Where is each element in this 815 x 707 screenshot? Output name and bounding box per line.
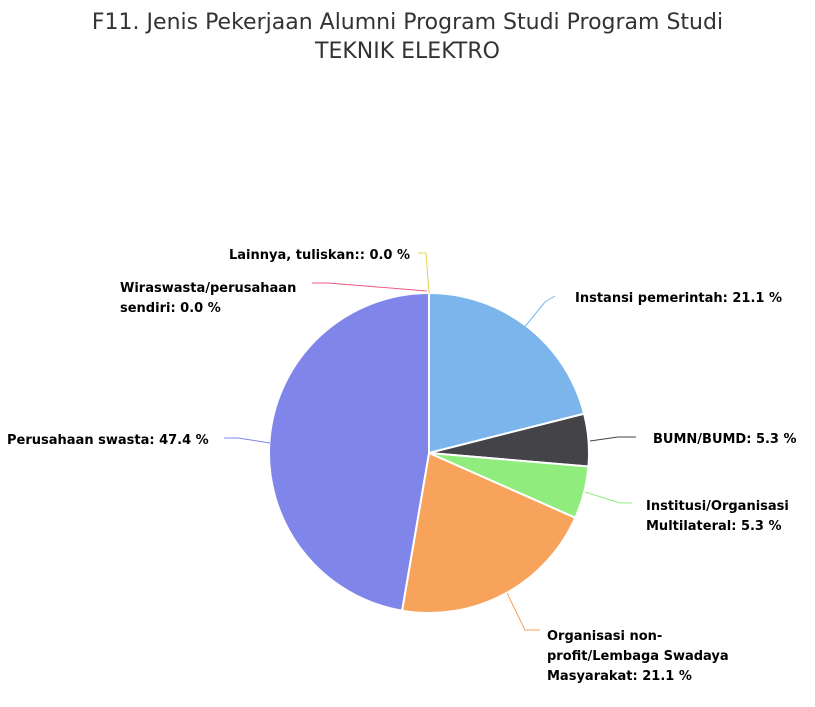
data-label-perusahaan-swasta: Perusahaan swasta: 47.4 %: [7, 433, 209, 448]
pie-slice-organisasi-non-profit-lembaga-swadaya-masyarakat[interactable]: [401, 452, 577, 614]
data-label-lainnya-tuliskan: Lainnya, tuliskan:: 0.0 %: [229, 248, 410, 263]
chart-subtitle: TEKNIK ELEKTRO: [315, 39, 500, 64]
pie-slice-perusahaan-swasta[interactable]: [268, 292, 430, 612]
data-label-bumn-bumd: BUMN/BUMD: 5.3 %: [653, 432, 797, 447]
chart-title: F11. Jenis Pekerjaan Alumni Program Stud…: [91, 10, 724, 35]
data-label-institusi-organisasi-multilateral: Institusi/Organisasi Multilateral: 5.3 %: [646, 499, 789, 534]
connector-perusahaan-swasta: [224, 437, 271, 444]
connector-bumn-bumd: [589, 436, 636, 442]
connector-wiraswasta-perusahaan-sendiri: [312, 282, 428, 292]
chart-title-block: F11. Jenis Pekerjaan Alumni Program Stud…: [0, 8, 815, 66]
data-label-organisasi-non-profit-lembaga-swadaya-masyarakat: Organisasi non-profit/Lembaga Swadaya Mas…: [547, 629, 729, 684]
label-connectors: [224, 252, 636, 631]
connector-lainnya-tuliskan: [418, 252, 430, 294]
data-label-wiraswasta-perusahaan-sendiri: Wiraswasta/perusahaan sendiri: 0.0 %: [120, 281, 296, 316]
connector-institusi-organisasi-multilateral: [584, 491, 632, 504]
pie-slices: [268, 292, 590, 614]
data-label-instansi-pemerintah: Instansi pemerintah: 21.1 %: [575, 291, 782, 306]
data-labels: Instansi pemerintah: 21.1 % BUMN/BUMD: 5.…: [7, 248, 797, 684]
connector-instansi-pemerintah: [518, 295, 556, 335]
pie-slice-instansi-pemerintah[interactable]: [428, 292, 586, 454]
connector-organisasi-non-profit-lembaga-swadaya-masyarakat: [506, 592, 540, 631]
